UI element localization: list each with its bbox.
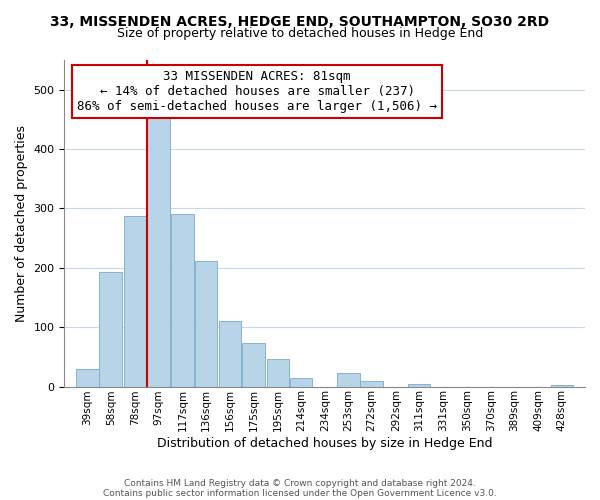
Y-axis label: Number of detached properties: Number of detached properties — [15, 125, 28, 322]
Bar — [408, 384, 430, 386]
Bar — [290, 378, 312, 386]
Bar — [147, 113, 170, 386]
Bar — [361, 381, 383, 386]
Bar — [266, 358, 289, 386]
Bar — [172, 214, 194, 386]
Bar — [194, 260, 217, 386]
Bar — [551, 385, 573, 386]
Bar — [100, 272, 122, 386]
Text: 33 MISSENDEN ACRES: 81sqm
← 14% of detached houses are smaller (237)
86% of semi: 33 MISSENDEN ACRES: 81sqm ← 14% of detac… — [77, 70, 437, 113]
Text: 33, MISSENDEN ACRES, HEDGE END, SOUTHAMPTON, SO30 2RD: 33, MISSENDEN ACRES, HEDGE END, SOUTHAMP… — [50, 15, 550, 29]
Bar — [124, 216, 146, 386]
X-axis label: Distribution of detached houses by size in Hedge End: Distribution of detached houses by size … — [157, 437, 493, 450]
Text: Contains public sector information licensed under the Open Government Licence v3: Contains public sector information licen… — [103, 488, 497, 498]
Bar — [76, 368, 99, 386]
Bar — [219, 321, 241, 386]
Text: Contains HM Land Registry data © Crown copyright and database right 2024.: Contains HM Land Registry data © Crown c… — [124, 478, 476, 488]
Bar — [242, 342, 265, 386]
Bar — [337, 374, 360, 386]
Title: 33, MISSENDEN ACRES, HEDGE END, SOUTHAMPTON, SO30 2RD
Size of property relative : 33, MISSENDEN ACRES, HEDGE END, SOUTHAMP… — [0, 499, 1, 500]
Text: Size of property relative to detached houses in Hedge End: Size of property relative to detached ho… — [117, 28, 483, 40]
